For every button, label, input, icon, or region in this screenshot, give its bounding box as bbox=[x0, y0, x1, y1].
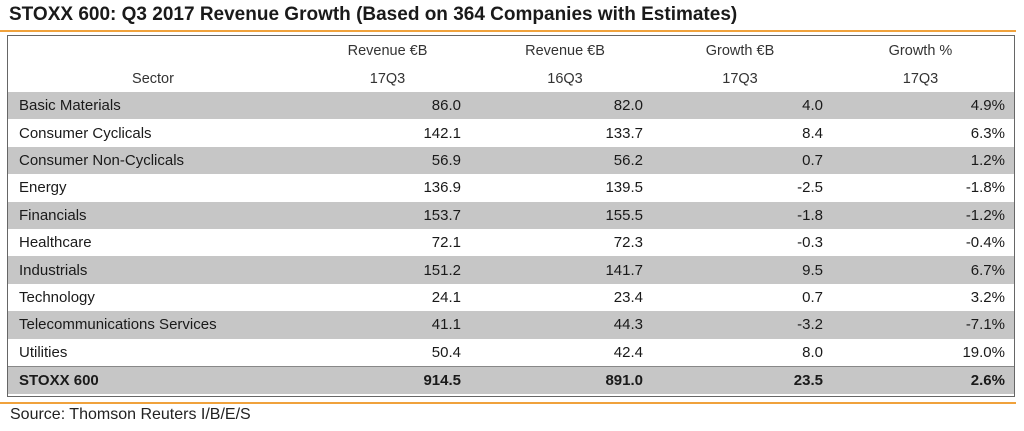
revenue-16q3-cell: 23.4 bbox=[613, 288, 643, 306]
table-frame bbox=[7, 35, 1015, 397]
header-cell: Revenue €B bbox=[525, 43, 605, 59]
header-cell: 16Q3 bbox=[547, 71, 583, 87]
table-row: Telecommunications Services 41.1 44.3 -3… bbox=[8, 311, 1014, 339]
revenue-17q3-cell: 50.4 bbox=[431, 343, 461, 361]
sector-cell: STOXX 600 bbox=[8, 365, 298, 395]
revenue-17q3-cell: 914.5 bbox=[298, 365, 477, 395]
source-note: Source: Thomson Reuters I/B/E/S bbox=[10, 406, 251, 423]
table-row: Healthcare 72.1 72.3 -0.3 -0.4% bbox=[8, 229, 1014, 256]
table-title: STOXX 600: Q3 2017 Revenue Growth (Based… bbox=[9, 4, 738, 25]
sector-cell: Consumer Cyclicals bbox=[19, 124, 152, 142]
header-cell-sector: Sector bbox=[132, 71, 174, 87]
table-row: Energy 136.9 139.5 -2.5 -1.8% bbox=[8, 174, 1014, 201]
growth-eur-cell: 8.4 bbox=[802, 124, 823, 142]
sector-cell: Healthcare bbox=[19, 234, 92, 252]
growth-eur-cell: 9.5 bbox=[653, 256, 827, 284]
header-cell: 17Q3 bbox=[722, 71, 758, 87]
header-cell: Growth €B bbox=[705, 43, 775, 59]
revenue-17q3-cell: 142.1 bbox=[423, 124, 461, 142]
header-cell: Revenue €B bbox=[347, 43, 428, 59]
revenue-17q3-cell: 86.0 bbox=[298, 92, 477, 120]
sector-cell: Industrials bbox=[8, 256, 298, 284]
sector-cell: Utilities bbox=[19, 343, 68, 361]
sector-cell: Basic Materials bbox=[8, 92, 298, 120]
sector-cell: Telecommunications Services bbox=[8, 311, 298, 339]
table-body: Basic Materials 86.0 82.0 4.0 4.9% Consu… bbox=[8, 92, 1014, 395]
header-cell: Growth % bbox=[888, 43, 953, 59]
revenue-16q3-cell: 42.4 bbox=[613, 343, 643, 361]
revenue-16q3-cell: 133.7 bbox=[605, 124, 643, 142]
table-row: Utilities 50.4 42.4 8.0 19.0% bbox=[8, 339, 1014, 367]
table-row: Industrials 151.2 141.7 9.5 6.7% bbox=[8, 256, 1014, 284]
sector-cell: Financials bbox=[8, 201, 298, 229]
revenue-16q3-cell: 155.5 bbox=[477, 201, 653, 229]
table-row: Financials 153.7 155.5 -1.8 -1.2% bbox=[8, 201, 1014, 229]
growth-pct-cell: 3.2% bbox=[970, 288, 1005, 306]
growth-pct-cell: 1.2% bbox=[827, 146, 1014, 175]
revenue-17q3-cell: 153.7 bbox=[298, 201, 477, 229]
growth-pct-cell: 19.0% bbox=[962, 343, 1005, 361]
growth-pct-cell: -7.1% bbox=[827, 311, 1014, 339]
header-cell: 17Q3 bbox=[902, 71, 939, 87]
growth-eur-cell: 8.0 bbox=[802, 343, 823, 361]
growth-pct-cell: -0.4% bbox=[965, 234, 1005, 252]
growth-pct-cell: 2.6% bbox=[827, 365, 1014, 395]
growth-eur-cell: -0.3 bbox=[797, 234, 823, 252]
header-row-periods: Sector 17Q3 16Q3 17Q3 17Q3 bbox=[8, 66, 1014, 92]
table-row: Consumer Cyclicals 142.1 133.7 8.4 6.3% bbox=[8, 119, 1014, 146]
sector-cell: Energy bbox=[19, 179, 67, 197]
growth-pct-cell: -1.2% bbox=[827, 201, 1014, 229]
bottom-accent-rule bbox=[0, 402, 1016, 404]
revenue-16q3-cell: 72.3 bbox=[613, 234, 643, 252]
sector-cell: Technology bbox=[19, 288, 95, 306]
revenue-17q3-cell: 24.1 bbox=[431, 288, 461, 306]
revenue-16q3-cell: 56.2 bbox=[477, 146, 653, 175]
growth-pct-cell: 6.3% bbox=[970, 124, 1005, 142]
revenue-17q3-cell: 136.9 bbox=[423, 179, 461, 197]
revenue-16q3-cell: 44.3 bbox=[477, 311, 653, 339]
top-accent-rule bbox=[0, 30, 1016, 32]
revenue-17q3-cell: 151.2 bbox=[298, 256, 477, 284]
growth-pct-cell: 6.7% bbox=[827, 256, 1014, 284]
revenue-16q3-cell: 82.0 bbox=[477, 92, 653, 120]
growth-pct-cell: -1.8% bbox=[965, 179, 1005, 197]
revenue-17q3-cell: 41.1 bbox=[298, 311, 477, 339]
revenue-17q3-cell: 56.9 bbox=[298, 146, 477, 175]
growth-eur-cell: 23.5 bbox=[653, 365, 827, 395]
growth-eur-cell: 4.0 bbox=[653, 92, 827, 120]
revenue-16q3-cell: 141.7 bbox=[477, 256, 653, 284]
sector-cell: Consumer Non-Cyclicals bbox=[8, 146, 298, 175]
growth-eur-cell: -2.5 bbox=[797, 179, 823, 197]
revenue-16q3-cell: 139.5 bbox=[605, 179, 643, 197]
table-header: Revenue €B Revenue €B Growth €B Growth %… bbox=[8, 36, 1014, 92]
revenue-16q3-cell: 891.0 bbox=[477, 365, 653, 395]
revenue-17q3-cell: 72.1 bbox=[431, 234, 461, 252]
growth-eur-cell: -1.8 bbox=[653, 201, 827, 229]
revenue-growth-table: Revenue €B Revenue €B Growth €B Growth %… bbox=[8, 36, 1014, 395]
growth-eur-cell: 0.7 bbox=[653, 146, 827, 175]
growth-pct-cell: 4.9% bbox=[827, 92, 1014, 120]
total-row: STOXX 600 914.5 891.0 23.5 2.6% bbox=[8, 365, 1014, 395]
growth-eur-cell: -3.2 bbox=[653, 311, 827, 339]
header-cell bbox=[8, 36, 298, 66]
table-row: Technology 24.1 23.4 0.7 3.2% bbox=[8, 284, 1014, 311]
header-cell: 17Q3 bbox=[369, 71, 406, 87]
table-row: Basic Materials 86.0 82.0 4.0 4.9% bbox=[8, 92, 1014, 120]
header-row-units: Revenue €B Revenue €B Growth €B Growth % bbox=[8, 36, 1014, 66]
growth-eur-cell: 0.7 bbox=[802, 288, 823, 306]
table-row: Consumer Non-Cyclicals 56.9 56.2 0.7 1.2… bbox=[8, 146, 1014, 175]
